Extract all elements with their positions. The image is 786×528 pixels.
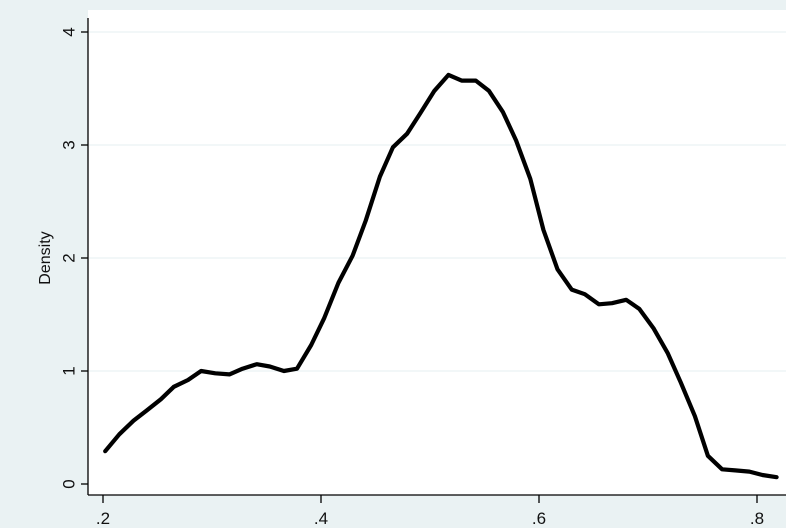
x-tick-label: .4 (314, 509, 328, 528)
grid-lines (89, 31, 786, 372)
y-tick-label: 1 (59, 366, 78, 375)
x-tick-label: .8 (750, 509, 764, 528)
y-ticks: 0 1 2 3 4 (59, 27, 88, 489)
y-tick-label: 2 (59, 253, 78, 262)
x-tick-label: .2 (96, 509, 110, 528)
y-tick-label: 0 (59, 479, 78, 488)
y-tick-label: 4 (59, 27, 78, 36)
density-line (103, 72, 779, 480)
y-tick-label: 3 (59, 140, 78, 149)
x-tick-label: .6 (532, 509, 546, 528)
plot-area (88, 10, 786, 495)
y-axis-title: Density (37, 231, 54, 284)
x-ticks: .2 .4 .6 .8 (96, 495, 764, 528)
